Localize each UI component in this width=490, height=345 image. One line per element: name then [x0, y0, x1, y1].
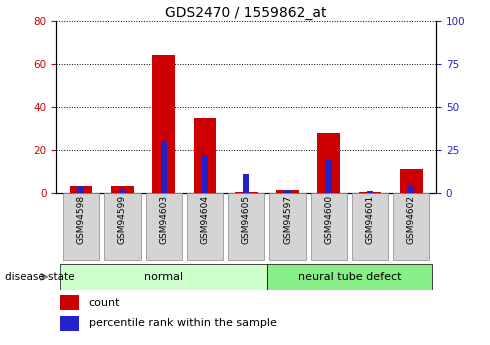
Bar — [359, 192, 381, 193]
Text: GSM94602: GSM94602 — [407, 195, 416, 244]
Text: neural tube defect: neural tube defect — [297, 272, 401, 282]
FancyBboxPatch shape — [104, 193, 141, 260]
Text: GSM94598: GSM94598 — [76, 195, 86, 244]
Bar — [284, 190, 291, 193]
FancyBboxPatch shape — [228, 193, 265, 260]
Bar — [400, 169, 423, 193]
Text: GSM94605: GSM94605 — [242, 195, 251, 244]
FancyBboxPatch shape — [60, 264, 267, 290]
Bar — [78, 186, 84, 193]
Bar — [318, 133, 340, 193]
Text: normal: normal — [144, 272, 183, 282]
FancyBboxPatch shape — [311, 193, 347, 260]
Bar — [326, 159, 332, 193]
Title: GDS2470 / 1559862_at: GDS2470 / 1559862_at — [166, 6, 327, 20]
Bar — [243, 174, 249, 193]
FancyBboxPatch shape — [146, 193, 182, 260]
FancyBboxPatch shape — [352, 193, 388, 260]
Bar — [161, 141, 167, 193]
Bar — [408, 186, 415, 193]
Bar — [119, 190, 125, 193]
Bar — [60, 316, 79, 331]
Bar — [152, 55, 175, 193]
Bar — [194, 118, 216, 193]
Bar — [70, 186, 93, 193]
Text: GSM94597: GSM94597 — [283, 195, 292, 244]
Bar — [367, 190, 373, 193]
Text: GSM94599: GSM94599 — [118, 195, 127, 244]
FancyBboxPatch shape — [63, 193, 99, 260]
Bar — [202, 155, 208, 193]
Bar — [60, 295, 79, 310]
Bar — [235, 192, 258, 193]
FancyBboxPatch shape — [270, 193, 306, 260]
FancyBboxPatch shape — [187, 193, 223, 260]
Text: GSM94601: GSM94601 — [366, 195, 374, 244]
FancyBboxPatch shape — [393, 193, 430, 260]
Text: percentile rank within the sample: percentile rank within the sample — [89, 318, 276, 328]
Text: GSM94600: GSM94600 — [324, 195, 333, 244]
Bar — [111, 186, 134, 193]
FancyBboxPatch shape — [267, 264, 432, 290]
Text: disease state: disease state — [5, 272, 74, 282]
Text: GSM94604: GSM94604 — [200, 195, 209, 244]
Text: count: count — [89, 298, 120, 307]
Text: GSM94603: GSM94603 — [159, 195, 168, 244]
Bar — [276, 190, 299, 193]
